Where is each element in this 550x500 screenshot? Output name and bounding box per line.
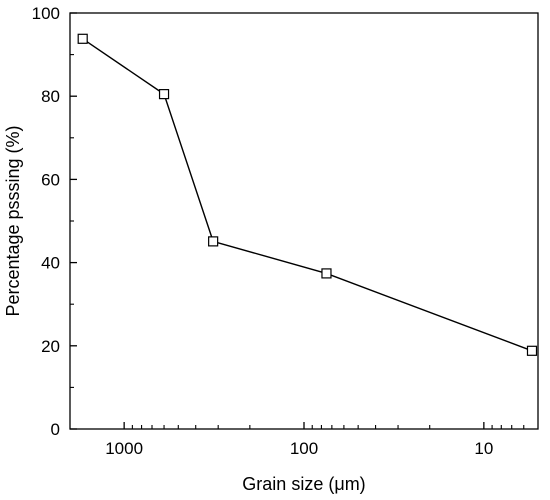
x-tick-label: 1000 [105, 439, 143, 458]
x-tick-label: 100 [290, 439, 318, 458]
data-point-marker [208, 236, 219, 247]
y-axis: 0 20 40 60 80 100 [32, 4, 77, 439]
x-tick-label: 10 [474, 439, 493, 458]
series-layer [77, 33, 538, 356]
series-line [82, 38, 533, 352]
y-tick-label: 100 [32, 4, 60, 23]
data-point-marker [77, 33, 88, 44]
x-axis-label: Grain size (μm) [242, 474, 365, 494]
data-point-marker [321, 268, 332, 279]
y-tick-label: 60 [41, 170, 60, 189]
y-tick-label: 20 [41, 337, 60, 356]
y-tick-label: 40 [41, 254, 60, 273]
y-tick-label: 0 [51, 420, 60, 439]
y-axis-label: Percentage psssing (%) [3, 125, 23, 316]
y-tick-label: 80 [41, 87, 60, 106]
data-point-marker [526, 345, 538, 356]
x-axis: 1000 100 10 [105, 422, 525, 458]
data-point-marker [158, 89, 170, 100]
plot-area-frame [69, 12, 539, 430]
